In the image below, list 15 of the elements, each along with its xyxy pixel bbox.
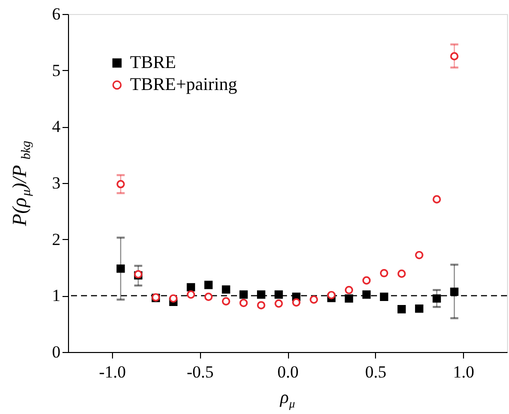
y-tick-label: 5	[52, 60, 60, 80]
y-tick-label: 3	[52, 174, 60, 192]
y-tick-label: 0	[52, 342, 60, 362]
y-axis-title: P(ρμ)/Pbkg	[9, 140, 33, 227]
y-tick-label: 2	[52, 230, 60, 249]
x-tick-label: -0.5	[186, 362, 214, 382]
x-tick-label: -1.0	[98, 362, 126, 382]
y-tick-label: 4	[52, 117, 61, 136]
x-tick-label: 0.5	[365, 362, 386, 382]
x-tick-label: 1.0	[452, 362, 474, 382]
legend-label: TBRE+pairing	[130, 74, 238, 94]
y-tick-label: 1	[52, 286, 60, 306]
y-tick-label: 6	[52, 4, 60, 24]
x-tick-label: 0.0	[277, 362, 299, 382]
legend-label: TBRE	[130, 52, 176, 72]
